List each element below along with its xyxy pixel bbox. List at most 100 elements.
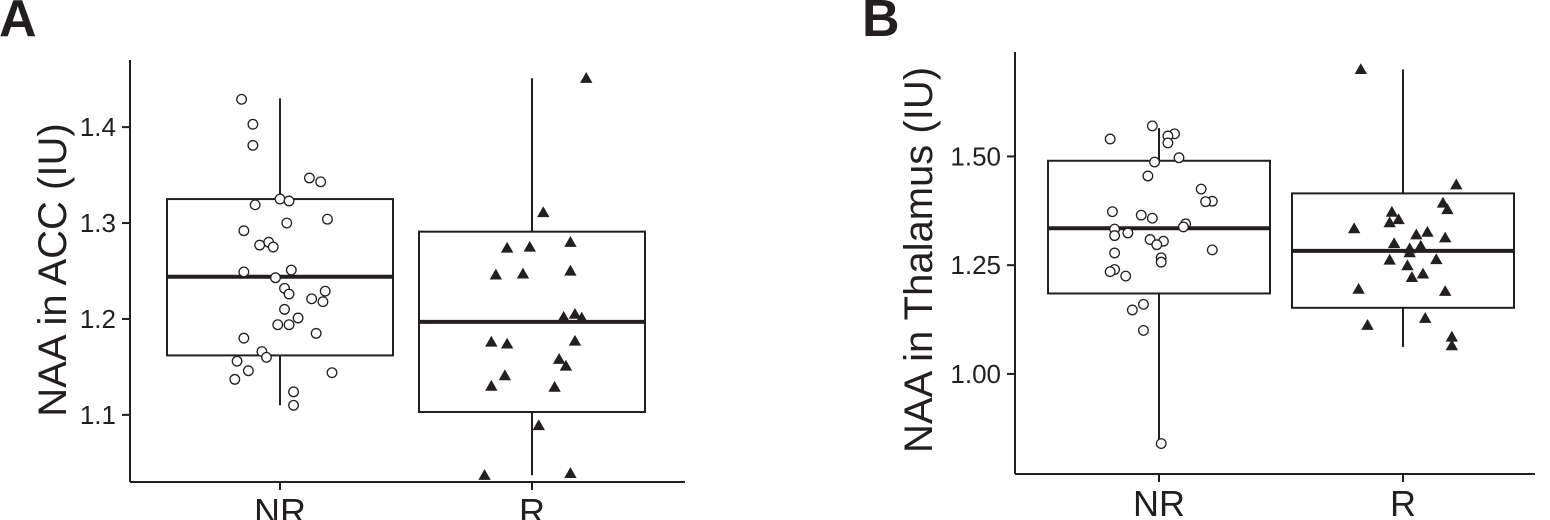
data-point-nr — [283, 288, 295, 300]
data-point-r — [1383, 253, 1396, 265]
panel-a: A NAA in ACC (IU) 1.1 1.2 1.3 1.4 NR R — [0, 0, 685, 520]
data-point-nr — [1138, 298, 1149, 310]
data-point-r — [478, 469, 491, 480]
data-point-nr — [1142, 170, 1154, 182]
data-point-nr — [326, 367, 338, 379]
data-point-nr — [229, 373, 241, 385]
data-point-r — [1419, 312, 1432, 323]
data-point-nr — [283, 195, 295, 207]
data-point-r — [498, 369, 512, 381]
data-point-nr — [1177, 221, 1189, 233]
data-point-nr — [267, 241, 279, 253]
data-point-r — [1445, 330, 1459, 342]
data-point-r — [552, 353, 566, 364]
data-point-nr — [236, 93, 248, 105]
data-point-r — [1414, 239, 1427, 251]
data-point-nr — [288, 399, 300, 411]
data-point-nr — [315, 176, 327, 188]
data-point-r — [557, 310, 570, 322]
y-tick-label: 1.25 — [950, 250, 1001, 280]
data-point-r — [1450, 178, 1463, 190]
data-point-r — [1385, 205, 1399, 217]
data-point-r — [1410, 228, 1423, 240]
data-point-nr — [238, 225, 250, 237]
data-point-nr — [1120, 270, 1132, 282]
panel-b-y-axis-title: NAA in Thalamus (IU) — [897, 67, 941, 453]
data-point-r — [485, 379, 498, 391]
panel-a-y-axis-title: NAA in ACC (IU) — [31, 123, 75, 416]
data-point-nr — [306, 293, 318, 305]
data-point-nr — [270, 272, 281, 284]
panel-b-marks — [1047, 63, 1515, 449]
data-point-nr — [1146, 212, 1158, 224]
y-tick-label: 1.50 — [950, 141, 1001, 171]
y-tick-label: 1.3 — [80, 208, 116, 238]
panel-a-axes: 1.1 1.2 1.3 1.4 NR R — [80, 60, 685, 520]
data-point-r — [1401, 259, 1414, 271]
data-point-nr — [238, 266, 250, 278]
data-point-nr — [281, 217, 293, 229]
data-point-nr — [1138, 324, 1149, 336]
data-point-nr — [1151, 239, 1163, 251]
data-point-nr — [1200, 196, 1212, 208]
data-point-r — [1392, 213, 1405, 225]
y-tick-label: 1.00 — [950, 359, 1001, 389]
data-point-nr — [285, 264, 297, 276]
data-point-nr — [249, 199, 261, 211]
data-point-nr — [1206, 244, 1218, 256]
data-point-r — [1438, 231, 1452, 243]
data-point-r — [1436, 196, 1450, 208]
data-point-r — [1347, 222, 1361, 234]
data-point-nr — [231, 355, 243, 367]
data-point-r — [564, 264, 577, 276]
data-point-nr — [310, 327, 322, 339]
data-point-nr — [1146, 120, 1158, 132]
data-point-nr — [1195, 183, 1207, 195]
data-point-r — [489, 268, 503, 280]
data-point-nr — [1173, 152, 1185, 164]
x-tick-label-r: R — [519, 491, 545, 520]
data-point-r — [532, 419, 545, 431]
data-point-nr — [303, 172, 315, 184]
data-point-nr — [1162, 137, 1174, 149]
data-point-nr — [292, 312, 304, 324]
y-tick-label: 1.4 — [80, 112, 116, 142]
data-point-nr — [1126, 304, 1138, 316]
panel-b: B NAA in Thalamus (IU) 1.00 1.25 1.50 NR R — [862, 0, 1535, 520]
data-point-r — [575, 311, 588, 323]
data-point-nr — [288, 386, 300, 398]
data-point-nr — [1104, 266, 1116, 278]
data-point-nr — [1149, 156, 1161, 168]
data-point-r — [485, 335, 498, 347]
x-tick-label-r: R — [1390, 483, 1416, 520]
panel-b-axes: 1.00 1.25 1.50 NR R — [950, 52, 1535, 520]
data-point-r — [1354, 63, 1368, 75]
data-point-r — [500, 241, 514, 253]
data-point-nr — [1109, 247, 1121, 259]
data-point-r — [580, 72, 593, 83]
data-point-nr — [272, 319, 284, 331]
data-point-r — [1430, 253, 1443, 265]
y-tick-label: 1.1 — [80, 400, 116, 430]
data-point-r — [1387, 237, 1401, 249]
data-point-r — [559, 359, 573, 371]
data-point-nr — [1135, 209, 1147, 221]
data-point-nr — [254, 239, 266, 251]
data-point-r — [516, 267, 530, 279]
data-point-r — [1416, 267, 1430, 279]
y-tick-label: 1.2 — [80, 304, 116, 334]
data-point-nr — [279, 303, 290, 315]
data-point-r — [1361, 319, 1374, 330]
panel-a-marks — [166, 72, 646, 480]
data-point-nr — [283, 319, 295, 331]
data-point-r — [564, 467, 577, 479]
data-point-nr — [260, 351, 272, 363]
data-point-nr — [242, 365, 254, 377]
data-point-nr — [322, 213, 333, 225]
data-point-r — [568, 334, 582, 346]
data-point-r — [1403, 246, 1416, 258]
data-point-nr — [1104, 133, 1116, 145]
x-tick-label-nr: NR — [254, 491, 306, 520]
data-point-nr — [317, 296, 329, 308]
data-point-nr — [1155, 256, 1167, 268]
